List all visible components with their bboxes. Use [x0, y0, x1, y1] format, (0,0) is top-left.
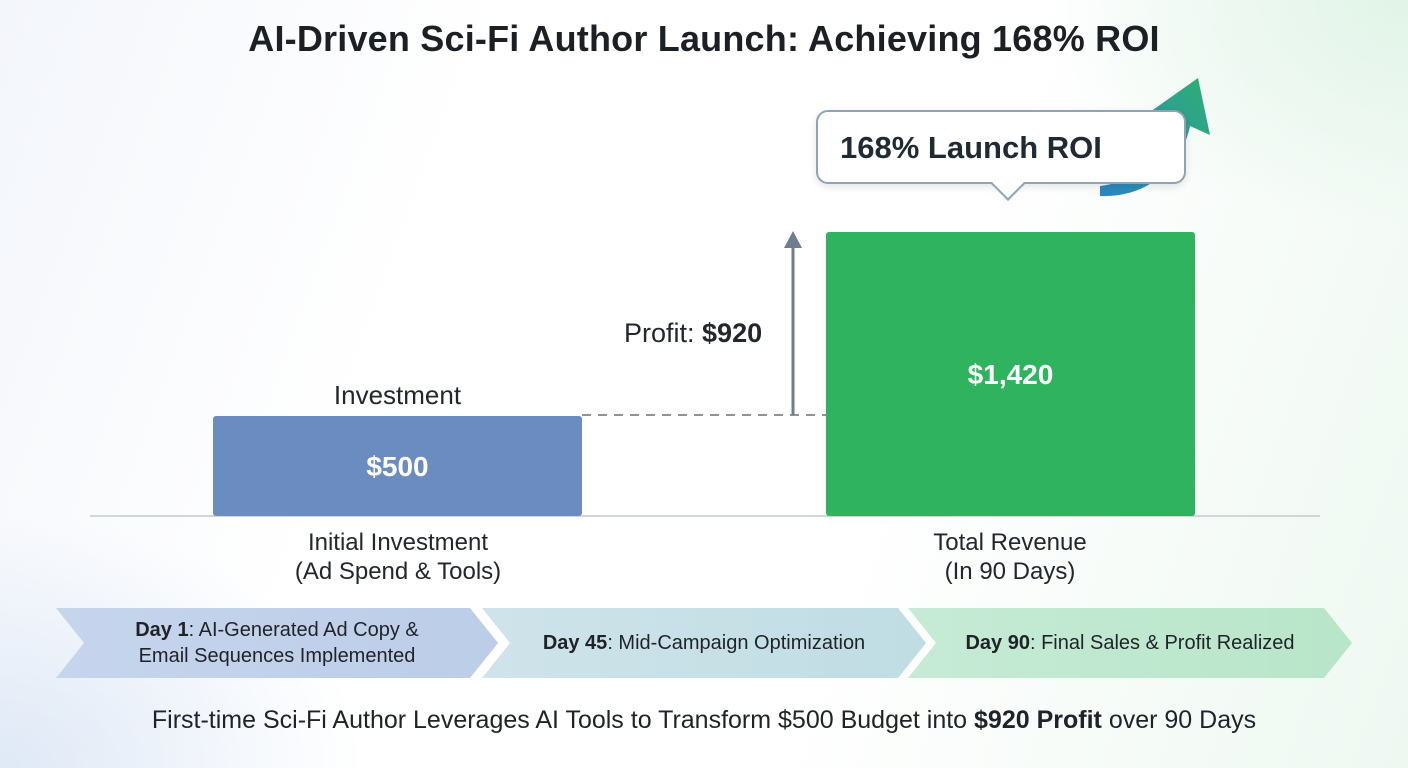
- step-text: Email Sequences Implemented: [138, 645, 416, 667]
- profit-label: Profit: $920: [624, 318, 763, 348]
- profit-arrowhead-icon: [784, 231, 802, 248]
- bar-investment: [213, 416, 582, 516]
- step-day: Day 45: [542, 632, 608, 654]
- roi-callout: 168% Launch ROI: [816, 110, 1186, 201]
- step-day: Day 90: [965, 632, 1030, 654]
- chart-subtitle: First-time Sci-Fi Author Leverages AI To…: [151, 706, 1257, 734]
- step-day: Day 1: [135, 619, 189, 641]
- step-text: : Mid-Campaign Optimization: [607, 632, 866, 654]
- roi-arrow-icon: [1100, 78, 1210, 197]
- chart-title: AI-Driven Sci-Fi Author Launch: Achievin…: [248, 18, 1160, 59]
- timeline-step-day-45: Day 45: Mid-Campaign Optimization: [482, 608, 926, 678]
- step-text: : AI-Generated Ad Copy &: [188, 619, 419, 641]
- x-tick-label-revenue: Total Revenue (In 90 Days): [800, 528, 1220, 586]
- bar-value-label-investment: $500: [366, 451, 428, 482]
- timeline-step-day-1: Day 1: AI-Generated Ad Copy & Email Sequ…: [56, 608, 498, 678]
- x-tick-label-line: Total Revenue: [933, 529, 1087, 556]
- x-tick-label-line: (In 90 Days): [944, 558, 1076, 585]
- bar-top-label: Investment: [334, 380, 462, 410]
- bar-revenue: [826, 232, 1195, 516]
- timeline-step-day-90: Day 90: Final Sales & Profit Realized: [908, 608, 1352, 678]
- x-tick-label-line: Initial Investment: [307, 529, 489, 556]
- bar-value-label-revenue: $1,420: [968, 359, 1054, 390]
- x-tick-label-line: (Ad Spend & Tools): [294, 558, 502, 585]
- timeline: Day 1: AI-Generated Ad Copy & Email Sequ…: [0, 608, 1408, 678]
- x-tick-label-investment: Initial Investment (Ad Spend & Tools): [188, 528, 608, 586]
- roi-callout-text: 168% Launch ROI: [840, 130, 1102, 165]
- step-text: : Final Sales & Profit Realized: [1029, 632, 1295, 654]
